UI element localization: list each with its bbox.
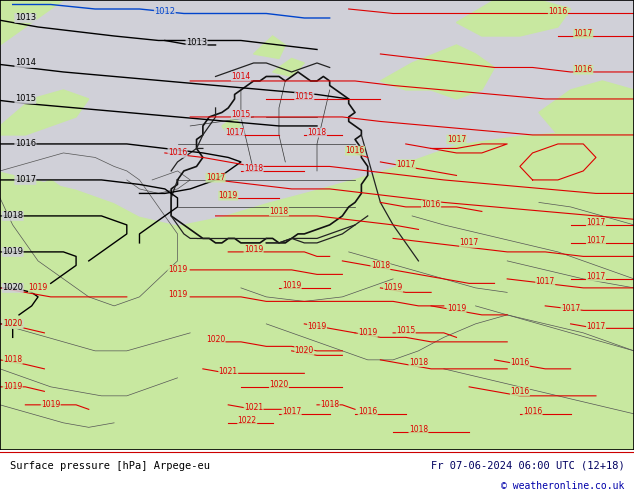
Text: © weatheronline.co.uk: © weatheronline.co.uk (501, 481, 624, 490)
Text: 1018: 1018 (2, 211, 23, 220)
Text: 1016: 1016 (358, 407, 377, 416)
Text: 1015: 1015 (295, 92, 314, 101)
Text: 1019: 1019 (3, 382, 22, 392)
Text: 1016: 1016 (523, 407, 542, 416)
Text: 1017: 1017 (206, 173, 225, 182)
Text: 1016: 1016 (15, 140, 36, 148)
Text: 1016: 1016 (510, 387, 529, 396)
Text: 1015: 1015 (396, 326, 415, 335)
Text: 1022: 1022 (238, 416, 257, 425)
Text: 1018: 1018 (320, 400, 339, 409)
Polygon shape (273, 58, 304, 76)
Text: 1017: 1017 (282, 407, 301, 416)
Text: 1017: 1017 (586, 218, 605, 227)
Text: 1018: 1018 (307, 128, 327, 137)
Text: 1017: 1017 (586, 272, 605, 281)
Text: 1019: 1019 (282, 281, 301, 290)
Polygon shape (0, 216, 76, 252)
Text: 1019: 1019 (219, 191, 238, 200)
Text: 1020: 1020 (269, 380, 288, 389)
Text: 1020: 1020 (295, 346, 314, 355)
Polygon shape (0, 180, 63, 216)
Text: 1014: 1014 (15, 58, 36, 68)
Text: 1016: 1016 (346, 146, 365, 155)
Text: 1016: 1016 (510, 358, 529, 367)
Text: 1012: 1012 (154, 7, 176, 16)
Text: 1016: 1016 (574, 65, 593, 74)
Text: 1016: 1016 (548, 7, 567, 16)
Text: 1016: 1016 (168, 148, 187, 157)
Text: 1019: 1019 (29, 283, 48, 293)
Text: 1015: 1015 (15, 95, 36, 103)
Text: 1018: 1018 (371, 261, 390, 270)
Text: 1013: 1013 (186, 38, 207, 47)
Polygon shape (254, 36, 285, 58)
Text: 1019: 1019 (447, 304, 466, 313)
Text: 1017: 1017 (574, 29, 593, 38)
Text: 1017: 1017 (536, 277, 555, 286)
Text: 1015: 1015 (231, 110, 250, 119)
Text: 1017: 1017 (225, 128, 244, 137)
Text: 1017: 1017 (586, 321, 605, 331)
Text: 1017: 1017 (586, 236, 605, 245)
Text: 1018: 1018 (269, 207, 288, 216)
Text: Fr 07-06-2024 06:00 UTC (12+18): Fr 07-06-2024 06:00 UTC (12+18) (430, 461, 624, 471)
Polygon shape (456, 0, 571, 36)
Text: 1020: 1020 (3, 319, 22, 328)
Text: 1019: 1019 (168, 266, 187, 274)
Text: 1019: 1019 (384, 283, 403, 293)
Text: 1020: 1020 (2, 283, 23, 293)
Polygon shape (0, 0, 63, 45)
Text: 1017: 1017 (15, 175, 36, 184)
Text: 1017: 1017 (396, 160, 415, 169)
Text: 1018: 1018 (244, 164, 263, 173)
Text: 1018: 1018 (409, 425, 428, 434)
Text: 1020: 1020 (206, 335, 225, 344)
Polygon shape (0, 0, 634, 225)
Polygon shape (539, 81, 634, 135)
Text: Surface pressure [hPa] Arpege-eu: Surface pressure [hPa] Arpege-eu (10, 461, 209, 471)
Text: 1018: 1018 (3, 355, 22, 365)
Text: 1019: 1019 (41, 400, 60, 409)
Polygon shape (380, 45, 495, 99)
Text: 1019: 1019 (358, 328, 377, 338)
Text: 1021: 1021 (244, 403, 263, 412)
Text: 1017: 1017 (460, 239, 479, 247)
Polygon shape (0, 90, 89, 135)
Text: 1021: 1021 (2, 319, 23, 328)
Text: 1018: 1018 (409, 358, 428, 367)
Text: 1017: 1017 (447, 135, 466, 144)
Text: 1019: 1019 (307, 321, 327, 331)
Text: 1017: 1017 (561, 304, 580, 313)
Text: 1019: 1019 (2, 247, 23, 256)
Text: 1016: 1016 (422, 200, 441, 209)
Text: 1021: 1021 (219, 367, 238, 376)
Text: 1019: 1019 (168, 290, 187, 299)
Text: 1014: 1014 (231, 72, 250, 81)
Text: 1013: 1013 (15, 14, 36, 23)
Text: 1019: 1019 (244, 245, 263, 254)
Polygon shape (222, 117, 241, 135)
